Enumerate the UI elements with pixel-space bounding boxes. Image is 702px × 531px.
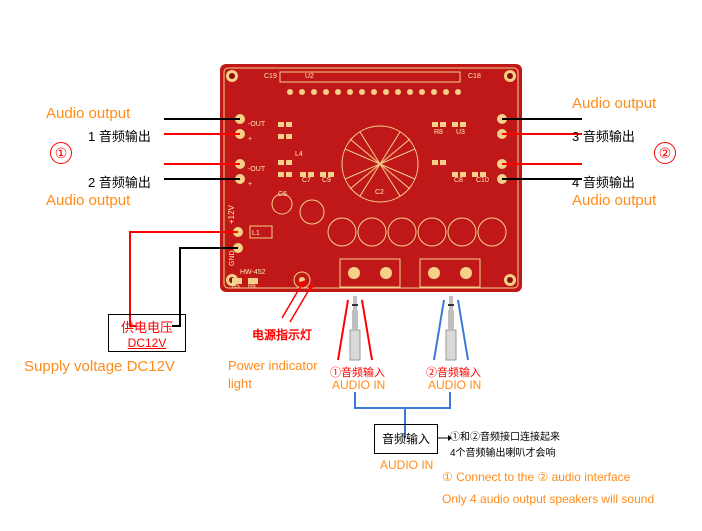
supply-box-top: 供电电压 (109, 317, 185, 336)
right-audio-output-title-2: Audio output (572, 192, 656, 209)
circle-one: ① (50, 142, 72, 164)
wiring-layer (0, 0, 702, 531)
audio-in-1-en: AUDIO IN (332, 378, 385, 392)
audio-in-box-en: AUDIO IN (380, 458, 433, 472)
supply-box: 供电电压 DC12V (108, 314, 186, 352)
jack-plug-1 (342, 296, 368, 366)
jack-plug-2 (438, 296, 464, 366)
circle-two: ② (654, 142, 676, 164)
note-en2: Only 4 audio output speakers will sound (442, 492, 654, 506)
left-audio-output-title-2: Audio output (46, 192, 130, 209)
supply-label: Supply voltage DC12V (24, 358, 175, 375)
right-audio-output-title-1: Audio output (572, 95, 656, 112)
indicator-en1: Power indicator (228, 358, 318, 373)
left-output-1-cn: 1 音频输出 (88, 126, 151, 145)
supply-box-bottom: DC12V (109, 336, 185, 350)
right-output-3-cn: 3 音频输出 (572, 126, 635, 145)
note-en1: ① Connect to the ② audio interface (442, 470, 630, 484)
note-cn1: ①和②音频接口连接起来 (450, 428, 560, 443)
arrow-icon (438, 434, 452, 442)
indicator-cn: 电源指示灯 (252, 326, 312, 343)
note-cn2: 4个音频输出喇叭才会响 (450, 444, 556, 459)
audio-in-2-en: AUDIO IN (428, 378, 481, 392)
audio-in-box: 音频输入 (374, 424, 438, 454)
left-output-2-cn: 2 音频输出 (88, 172, 151, 191)
left-audio-output-title-1: Audio output (46, 105, 130, 122)
right-output-4-cn: 4 音频输出 (572, 172, 635, 191)
indicator-en2: light (228, 376, 252, 391)
